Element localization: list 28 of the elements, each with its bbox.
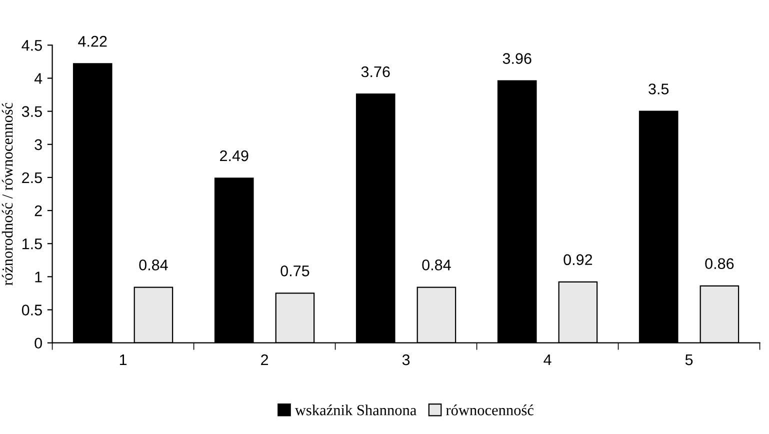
data-label: 0.75 — [280, 266, 310, 276]
x-tick-label: 3 — [402, 354, 410, 366]
data-label: 3.5 — [648, 84, 669, 94]
x-tick-label: 2 — [261, 354, 268, 366]
y-tick-label: 0.5 — [22, 304, 42, 316]
y-tick-label: 1.5 — [22, 238, 42, 250]
x-tick-label: 4 — [544, 354, 552, 366]
y-tick-label: 1 — [35, 272, 42, 282]
y-tick-label: 2 — [34, 205, 42, 216]
x-tick-label: 1 — [120, 354, 127, 366]
data-label: 0.84 — [422, 260, 451, 270]
data-label: 2.49 — [220, 150, 248, 162]
legend-label: równocenność — [446, 404, 534, 416]
y-tick-label: 3.5 — [22, 106, 42, 117]
data-label: 0.86 — [705, 258, 734, 270]
legend-label: wskaźnik Shannona — [294, 404, 416, 416]
y-tick-label: 4 — [34, 73, 42, 84]
data-label: 0.84 — [139, 260, 168, 270]
data-label: 3.96 — [502, 53, 532, 64]
y-tick-label: 3 — [34, 139, 42, 150]
data-label: 3.76 — [361, 66, 390, 78]
x-tick-label: 5 — [685, 354, 693, 366]
data-label: 4.22 — [78, 36, 107, 47]
data-label: 0.92 — [564, 254, 592, 266]
y-tick-label: 4.5 — [22, 40, 42, 51]
y-axis-title: różnorodność / równocenność — [2, 102, 13, 286]
y-tick-label: 0 — [34, 338, 42, 349]
y-tick-label: 2.5 — [22, 172, 42, 184]
